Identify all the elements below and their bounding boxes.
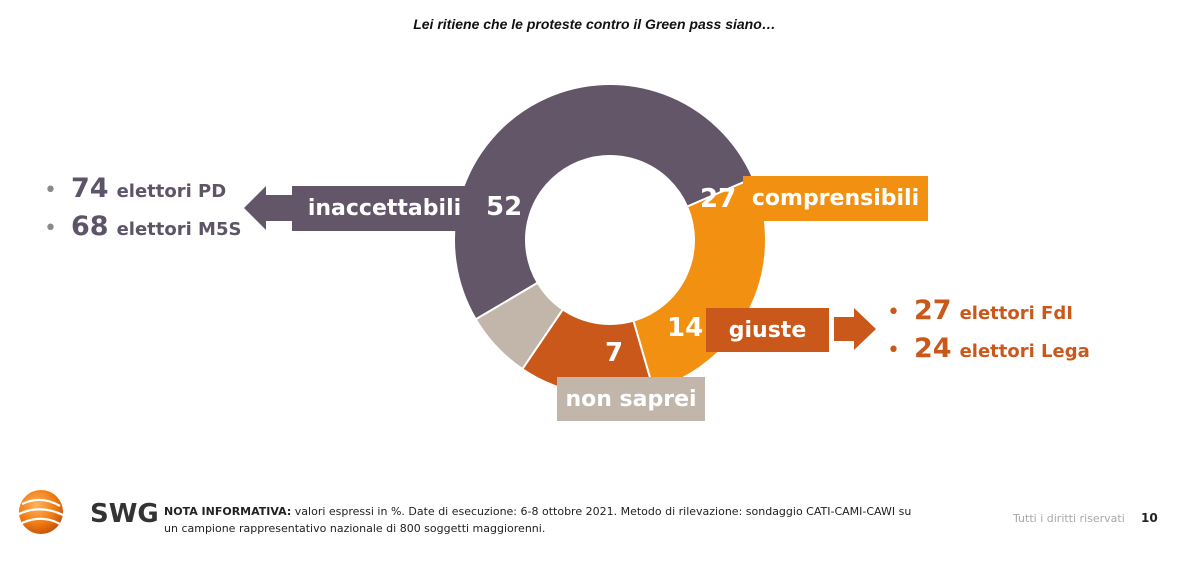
left-arrow-icon	[244, 186, 292, 230]
logo-text: SWG	[90, 499, 159, 529]
category-label-inaccettabili: inaccettabili	[292, 186, 477, 231]
bullet-icon: •	[44, 216, 57, 241]
stat-label: elettori Lega	[959, 341, 1090, 362]
stat-label: elettori FdI	[959, 303, 1073, 324]
bullet-icon: •	[887, 300, 900, 325]
value-label-non-saprei: 7	[605, 338, 624, 368]
page-number: 10	[1141, 511, 1158, 525]
donut-slice-non-saprei	[474, 281, 565, 371]
donut-slice-inaccettabili	[453, 83, 755, 321]
note-label: NOTA INFORMATIVA:	[164, 505, 292, 518]
stat-label: elettori M5S	[116, 219, 242, 240]
value-label-giuste: 14	[667, 313, 704, 343]
swg-logo: SWG	[14, 487, 159, 537]
chart-title: Lei ritiene che le proteste contro il Gr…	[413, 16, 776, 32]
list-item: • 74 elettori PD	[44, 173, 241, 211]
stat-value: 27	[913, 295, 952, 326]
stat-value: 68	[70, 211, 109, 242]
note-text: valori espressi in %. Date di esecuzione…	[164, 505, 912, 535]
category-label-giuste: giuste	[706, 308, 829, 352]
list-item: • 68 elettori M5S	[44, 211, 241, 249]
bullet-icon: •	[887, 338, 900, 363]
rights-text: Tutti i diritti riservati	[1013, 512, 1125, 525]
category-label-comprensibili: comprensibili	[743, 176, 928, 221]
list-item: • 27 elettori FdI	[887, 295, 1090, 333]
right-stats-list: • 27 elettori FdI • 24 elettori Lega	[887, 295, 1090, 371]
list-item: • 24 elettori Lega	[887, 333, 1090, 371]
footer-note: NOTA INFORMATIVA: valori espressi in %. …	[164, 503, 924, 537]
stat-value: 74	[70, 173, 109, 204]
stat-value: 24	[913, 333, 952, 364]
stat-label: elettori PD	[116, 181, 227, 202]
globe-icon	[18, 490, 64, 534]
right-arrow-icon	[834, 308, 876, 350]
bullet-icon: •	[44, 178, 57, 203]
value-label-inaccettabili: 52	[486, 192, 523, 222]
value-label-comprensibili: 27	[700, 184, 737, 214]
left-stats-list: • 74 elettori PD • 68 elettori M5S	[44, 173, 241, 249]
category-label-non-saprei: non saprei	[557, 377, 705, 421]
